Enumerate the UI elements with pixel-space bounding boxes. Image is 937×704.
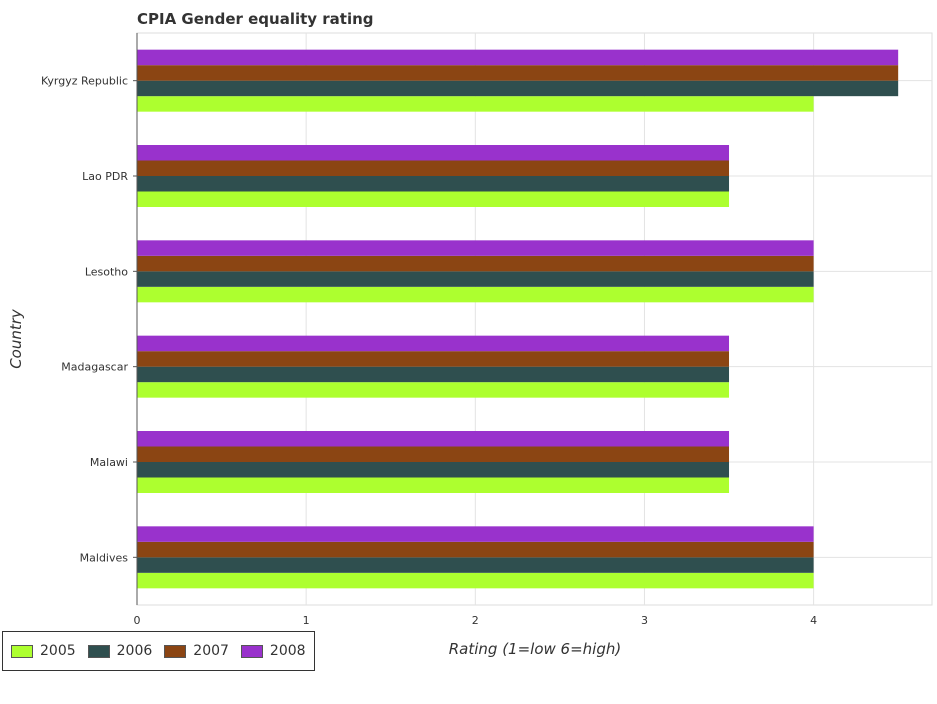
legend-swatch: [11, 644, 33, 658]
bar-2005: [137, 572, 814, 589]
legend-item: 2007: [164, 643, 229, 659]
x-axis-label: Rating (1=low 6=high): [449, 640, 621, 658]
legend-label: 2008: [269, 643, 306, 659]
legend-label: 2006: [116, 643, 153, 659]
legend-item: 2008: [240, 643, 306, 659]
plot-frame: [136, 32, 933, 606]
bar-2008: [137, 49, 899, 66]
bar-2007: [137, 351, 730, 367]
x-tick-label: 4: [810, 614, 817, 627]
y-tick-label: Lesotho: [85, 265, 128, 278]
bar-2007: [137, 446, 730, 462]
bar-2005: [137, 286, 814, 303]
bar-2008: [137, 335, 730, 352]
bar-2008: [137, 145, 730, 161]
x-tick-label: 0: [134, 614, 141, 627]
x-tick-label: 1: [303, 614, 310, 627]
bar-2006: [137, 557, 814, 573]
x-tick-label: 2: [472, 614, 479, 627]
y-tick-label: Malawi: [90, 456, 128, 469]
legend-label: 2007: [193, 643, 229, 659]
bar-2007: [137, 541, 814, 558]
bar-2006: [137, 176, 730, 192]
legend-item: 2005: [11, 643, 76, 659]
legend-item: 2006: [87, 643, 153, 659]
legend-swatch: [240, 644, 263, 658]
legend: 2005 2006 2007 2008: [2, 631, 315, 671]
y-tick-label: Lao PDR: [82, 170, 128, 183]
y-tick-label: Madagascar: [61, 361, 128, 374]
bar-2008: [137, 431, 730, 447]
axes: 0 1 2 3 4 Kyrgyz Republic Lao PDR Lesotho Madaga…: [41, 33, 817, 627]
legend-swatch: [87, 644, 110, 658]
chart-title: CPIA Gender equality rating: [137, 10, 374, 28]
bar-2005: [137, 96, 814, 112]
bar-2005: [137, 382, 730, 398]
legend-swatch: [164, 644, 187, 658]
bar-2007: [137, 65, 899, 81]
bar-2008: [137, 240, 814, 256]
bar-2007: [137, 160, 730, 176]
grid: [136, 32, 933, 606]
bars: [137, 49, 899, 589]
y-axis-label: Country: [7, 308, 25, 369]
bar-2006: [137, 366, 730, 383]
bar-2005: [137, 477, 730, 493]
x-tick-label: 3: [641, 614, 648, 627]
bar-2007: [137, 255, 814, 272]
legend-label: 2005: [40, 643, 76, 659]
bar-2006: [137, 271, 814, 287]
bar-2006: [137, 80, 899, 97]
bar-2005: [137, 191, 730, 207]
y-tick-label: Maldives: [80, 551, 129, 564]
bar-2008: [137, 526, 814, 542]
bar-2006: [137, 462, 730, 478]
y-tick-label: Kyrgyz Republic: [41, 75, 128, 88]
